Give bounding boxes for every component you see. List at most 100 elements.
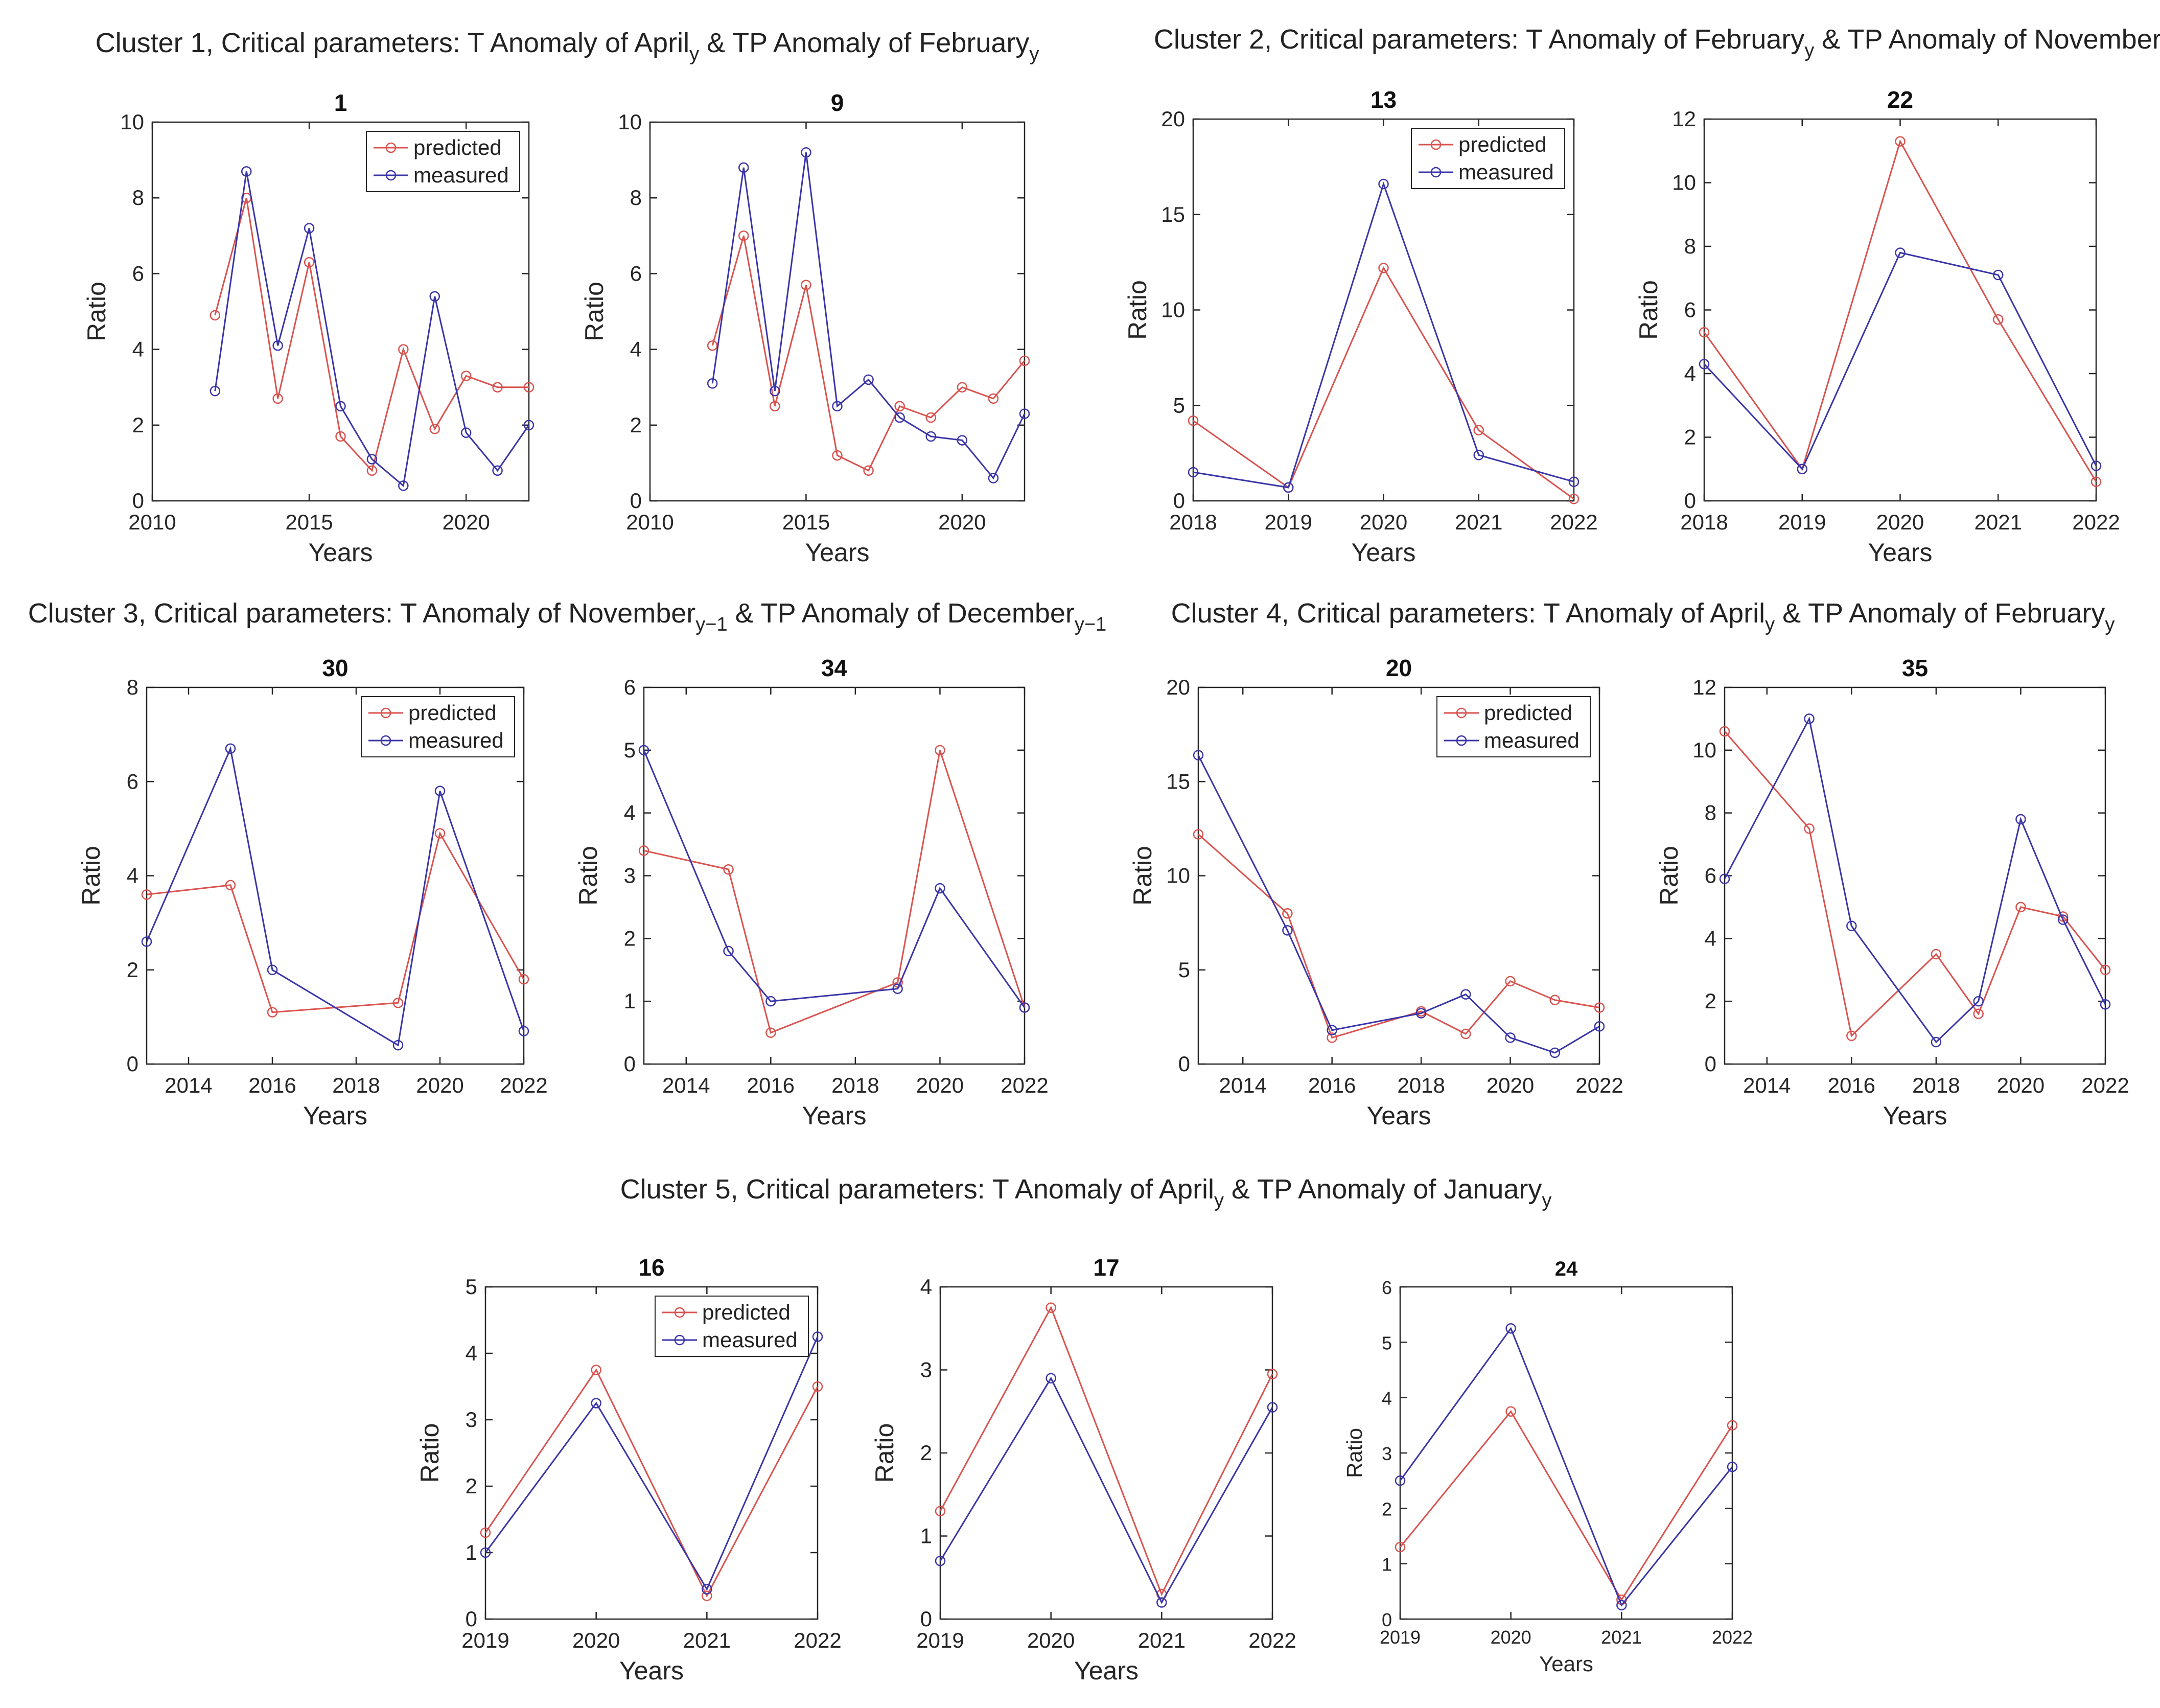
y-tick-label: 2 bbox=[127, 958, 138, 982]
y-tick-label: 20 bbox=[1166, 675, 1190, 699]
series-line-predicted bbox=[1198, 834, 1600, 1039]
data-point-measured bbox=[141, 936, 152, 947]
x-tick-label: 2019 bbox=[1778, 510, 1826, 534]
x-tick-label: 2020 bbox=[938, 510, 986, 534]
data-point-predicted bbox=[1846, 1030, 1857, 1041]
y-tick-label: 12 bbox=[1672, 107, 1696, 131]
x-tick-label: 2020 bbox=[572, 1628, 620, 1652]
legend: predicted measured bbox=[1436, 696, 1591, 757]
data-point-measured bbox=[1283, 482, 1294, 493]
legend: predicted measured bbox=[361, 696, 515, 757]
x-tick-label: 2022 bbox=[1248, 1628, 1296, 1652]
data-point-measured bbox=[1267, 1402, 1278, 1413]
legend-label-predicted: predicted bbox=[413, 135, 502, 159]
series-line-measured bbox=[146, 746, 525, 1047]
legend-box bbox=[655, 1296, 809, 1357]
data-point-predicted bbox=[429, 423, 440, 434]
data-point-predicted bbox=[723, 864, 734, 875]
data-point-measured bbox=[267, 964, 278, 975]
chart-title: 30 bbox=[322, 655, 348, 681]
data-point-measured bbox=[1797, 464, 1807, 474]
series-line-predicted bbox=[1193, 266, 1574, 500]
data-point-predicted bbox=[1549, 995, 1561, 1005]
series-line-measured bbox=[1197, 755, 1600, 1054]
y-tick-label: 2 bbox=[1382, 1498, 1392, 1519]
y-axis-label: Ratio bbox=[1655, 846, 1683, 906]
x-axis-label: Years bbox=[303, 1101, 367, 1130]
x-tick-label: 2022 bbox=[1550, 510, 1597, 534]
data-point-predicted bbox=[1046, 1302, 1056, 1313]
chart-35: 35 0 2 4 6 8 10 12 2014 2016 2018 2020 2022 Years Rati… bbox=[1655, 655, 2129, 1130]
data-point-measured bbox=[1019, 1002, 1030, 1013]
data-point-measured bbox=[1973, 996, 1984, 1007]
data-point-predicted bbox=[1267, 1369, 1278, 1379]
y-tick-label: 6 bbox=[1705, 864, 1716, 888]
data-point-measured bbox=[925, 431, 936, 442]
x-tick-label: 2016 bbox=[248, 1073, 296, 1097]
cluster-title-main: Cluster 2, Critical parameters: T Anomal… bbox=[1154, 24, 1804, 55]
y-tick-label: 8 bbox=[1705, 801, 1716, 825]
data-point-measured bbox=[894, 412, 905, 423]
chart-title: 9 bbox=[831, 89, 844, 116]
y-tick-label: 1 bbox=[466, 1540, 477, 1564]
data-point-measured bbox=[2015, 814, 2026, 825]
y-tick-label: 5 bbox=[1178, 958, 1190, 982]
y-tick-label: 10 bbox=[1672, 171, 1696, 195]
x-axis-label: Years bbox=[1883, 1101, 1947, 1130]
data-point-predicted bbox=[434, 828, 446, 839]
data-point-measured bbox=[1719, 873, 1730, 884]
data-point-measured bbox=[492, 465, 503, 476]
data-point-measured bbox=[1460, 989, 1471, 1000]
data-point-measured bbox=[1415, 1008, 1427, 1019]
cluster-title-subscript: y bbox=[1542, 1190, 1551, 1211]
data-point-measured bbox=[1188, 467, 1199, 478]
data-point-measured bbox=[480, 1547, 491, 1558]
data-point-predicted bbox=[210, 310, 221, 321]
y-tick-label: 10 bbox=[1161, 298, 1185, 322]
x-tick-label: 2020 bbox=[416, 1073, 463, 1097]
plot-frame bbox=[1724, 686, 2106, 1065]
y-tick-label: 0 bbox=[1705, 1052, 1716, 1076]
y-tick-label: 5 bbox=[466, 1275, 477, 1299]
x-tick-label: 2019 bbox=[461, 1628, 509, 1652]
legend-swatch-marker bbox=[674, 1334, 685, 1346]
x-tick-label: 2019 bbox=[1380, 1627, 1421, 1648]
data-point-predicted bbox=[801, 280, 811, 290]
cluster-title-subscript: y bbox=[1214, 1190, 1224, 1211]
legend-swatch-marker bbox=[385, 170, 397, 181]
legend-label-predicted: predicted bbox=[408, 701, 497, 725]
y-tick-label: 8 bbox=[1684, 234, 1696, 258]
data-point-predicted bbox=[1505, 1406, 1516, 1417]
data-point-measured bbox=[1594, 1021, 1605, 1032]
series-line-measured bbox=[1724, 716, 2106, 1044]
cluster-title-middle: & TP Anomaly of February bbox=[699, 28, 1029, 58]
data-point-measured bbox=[523, 420, 535, 431]
x-tick-label: 2018 bbox=[831, 1073, 879, 1097]
data-point-predicted bbox=[2015, 902, 2026, 913]
y-tick-label: 12 bbox=[1692, 675, 1716, 699]
data-point-measured bbox=[723, 945, 734, 957]
x-tick-label: 2019 bbox=[916, 1628, 964, 1652]
chart-16: 16 0 1 2 3 4 5 2019 2020 2021 2022 Years Ratio predic… bbox=[415, 1254, 842, 1685]
data-point-measured bbox=[957, 435, 968, 446]
data-point-measured bbox=[738, 162, 749, 173]
cluster-title-middle: & TP Anomaly of December bbox=[728, 598, 1075, 629]
y-tick-label: 3 bbox=[624, 864, 636, 888]
x-tick-label: 2020 bbox=[1360, 510, 1407, 534]
data-point-measured bbox=[638, 745, 649, 756]
y-tick-label: 5 bbox=[1173, 393, 1185, 417]
data-point-predicted bbox=[1019, 355, 1030, 366]
data-point-measured bbox=[272, 340, 283, 351]
y-tick-label: 3 bbox=[920, 1358, 932, 1382]
x-tick-label: 2018 bbox=[332, 1073, 380, 1097]
data-point-predicted bbox=[925, 412, 936, 423]
x-axis-label: Years bbox=[308, 538, 373, 567]
legend-label-measured: measured bbox=[413, 163, 509, 187]
x-tick-label: 2010 bbox=[626, 510, 673, 534]
x-tick-label: 2020 bbox=[1997, 1073, 2045, 1097]
series-line-predicted bbox=[939, 1306, 1273, 1596]
y-tick-label: 2 bbox=[630, 413, 642, 437]
y-tick-label: 0 bbox=[466, 1607, 477, 1631]
data-point-predicted bbox=[1188, 415, 1199, 426]
data-point-measured bbox=[2057, 914, 2069, 925]
